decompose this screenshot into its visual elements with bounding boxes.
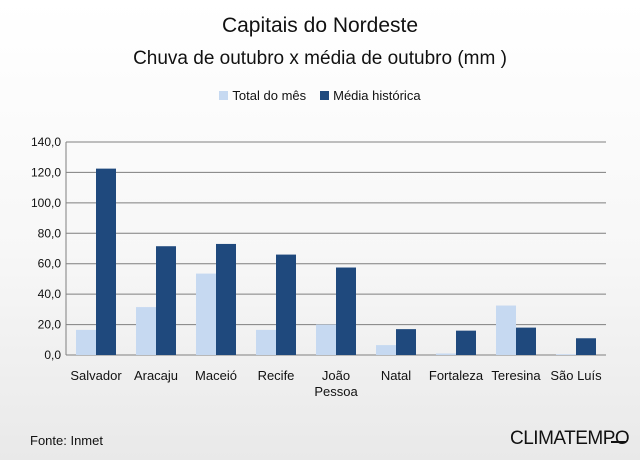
chart-title: Capitais do Nordeste: [221, 14, 419, 37]
bar-total-do-mes: [376, 345, 396, 355]
y-tick-label: 60,0: [38, 257, 62, 271]
bar-total-do-mes: [136, 307, 156, 355]
legend-swatch-total: [219, 91, 229, 100]
x-category-label: Fortaleza: [429, 368, 484, 383]
x-category-label: São Luís: [550, 368, 602, 383]
legend-swatch-media: [320, 91, 330, 100]
x-category-label: João Pessoa: [314, 368, 358, 399]
bar-total-do-mes: [196, 273, 216, 355]
x-category-label: Aracaju: [134, 368, 178, 383]
y-tick-label: 140,0: [31, 135, 61, 149]
y-tick-label: 120,0: [31, 165, 61, 179]
bar-total-do-mes: [256, 329, 276, 355]
legend-item-media: Média histórica: [320, 88, 421, 103]
y-tick-label: 100,0: [31, 196, 61, 210]
bar-total-do-mes: [76, 329, 96, 355]
x-category-label: Maceió: [195, 368, 237, 383]
bar-media-historica: [456, 330, 476, 355]
bar-media-historica: [336, 267, 356, 355]
x-category-label: Teresina: [491, 368, 541, 383]
bar-media-historica: [96, 168, 116, 355]
y-tick-label: 20,0: [38, 318, 62, 332]
bar-total-do-mes: [496, 305, 516, 355]
bar-media-historica: [396, 329, 416, 355]
x-category-label: Recife: [258, 368, 295, 383]
bar-media-historica: [276, 254, 296, 355]
source-note: Fonte: Inmet: [30, 433, 103, 448]
bar-total-do-mes: [436, 353, 456, 355]
x-category-label: Salvador: [70, 368, 122, 383]
y-tick-label: 40,0: [38, 287, 62, 301]
chart-subtitle: Chuva de outubro x média de outubro (mm …: [133, 48, 507, 69]
legend-item-total: Total do mês: [219, 88, 306, 103]
bar-media-historica: [576, 338, 596, 355]
bar-media-historica: [216, 243, 236, 355]
chart-legend: Total do mês Média histórica: [0, 88, 640, 103]
y-tick-label: 0,0: [44, 348, 61, 362]
bar-total-do-mes: [556, 354, 576, 355]
legend-label-total: Total do mês: [232, 88, 307, 103]
bar-total-do-mes: [316, 324, 336, 355]
y-tick-label: 80,0: [38, 226, 62, 240]
bar-media-historica: [516, 327, 536, 355]
logo-underline: [611, 441, 626, 443]
x-category-label: Natal: [381, 368, 411, 383]
climatempo-logo: CLIMATEMPO: [510, 428, 630, 449]
legend-label-media: Média histórica: [333, 88, 421, 103]
bar-media-historica: [156, 246, 176, 355]
